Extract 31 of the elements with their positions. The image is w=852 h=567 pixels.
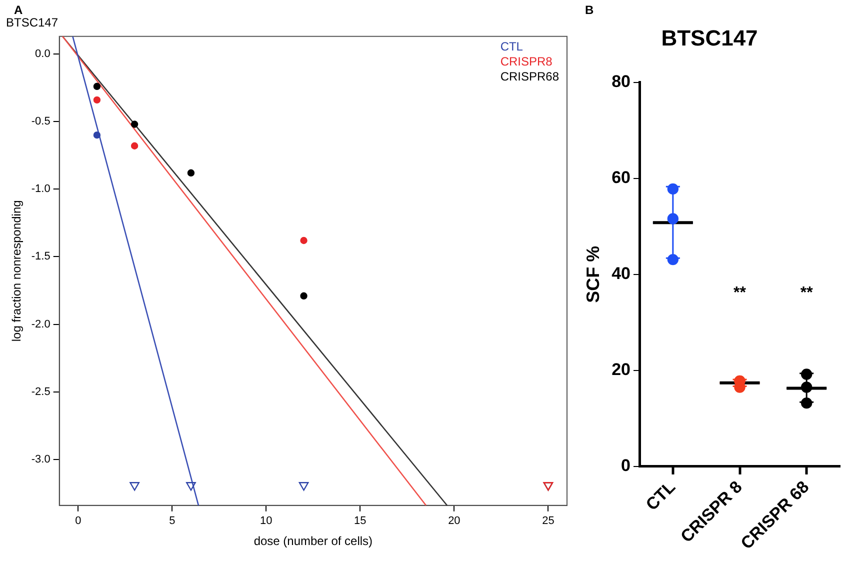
y-tick-label: -3.0: [31, 453, 50, 466]
y-tick-label: 20: [612, 360, 631, 380]
y-tick-label: 40: [612, 264, 631, 284]
x-tick-label: CTL: [642, 477, 680, 514]
text: A: [14, 3, 23, 17]
text: CTL: [500, 39, 524, 54]
text: CRISPR68: [500, 69, 560, 84]
y-tick-label: -1.0: [31, 183, 50, 196]
y-tick-label: -2.5: [31, 386, 50, 398]
x-tick-label: 20: [448, 515, 460, 528]
y-tick-label: -0.5: [31, 116, 50, 128]
y-axis-title: log fraction nonresponding: [10, 200, 24, 342]
y-tick-label: 80: [612, 72, 631, 92]
y-tick-label: 0.0: [35, 48, 50, 60]
y-tick-label: 60: [612, 168, 631, 188]
x-tick-label: 0: [75, 515, 82, 528]
y-tick-label: -1.5: [31, 250, 50, 263]
text: B: [585, 3, 594, 17]
x-tick-label: 15: [354, 515, 366, 528]
x-tick-label: 25: [542, 515, 554, 528]
x-tick-label: 10: [260, 515, 272, 528]
annotation: **: [800, 284, 814, 302]
chart-title: BTSC147: [661, 25, 758, 50]
y-tick-label: -2.0: [31, 318, 50, 330]
y-tick-label: 0: [621, 456, 631, 476]
chart-title: BTSC147: [6, 16, 58, 30]
annotation: **: [734, 284, 747, 302]
x-tick-label: 5: [169, 515, 176, 528]
x-axis-title: dose (number of cells): [254, 534, 373, 548]
text: CRISPR8: [500, 54, 553, 68]
y-axis-title: SCF %: [582, 246, 603, 303]
